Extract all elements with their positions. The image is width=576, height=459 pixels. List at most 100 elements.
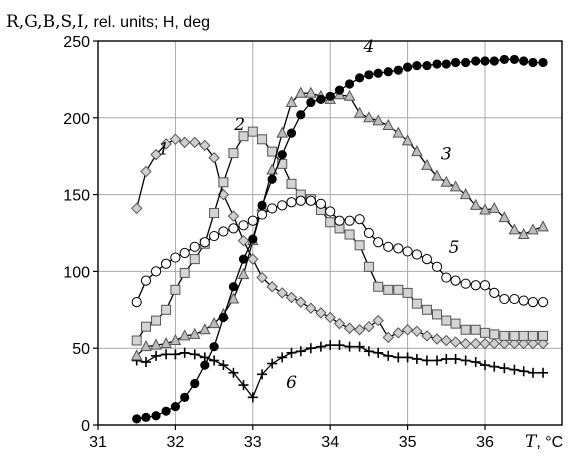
data-point <box>499 293 510 305</box>
data-point <box>257 134 268 145</box>
data-point <box>267 203 278 214</box>
data-point <box>344 229 355 240</box>
data-point <box>488 201 501 213</box>
data-point <box>315 307 327 319</box>
data-point <box>460 355 471 366</box>
x-tick-label: 34 <box>321 434 339 451</box>
data-point <box>189 241 200 252</box>
data-point <box>306 97 316 108</box>
data-point <box>382 118 395 130</box>
data-point <box>131 335 142 346</box>
data-point <box>315 341 326 352</box>
data-point <box>421 254 433 265</box>
data-point <box>189 349 200 360</box>
data-point <box>305 302 317 314</box>
data-point <box>538 330 549 341</box>
data-point <box>421 355 432 366</box>
data-point <box>519 56 529 66</box>
y-tick-label: 0 <box>81 418 90 435</box>
data-point <box>470 357 481 368</box>
data-point <box>160 337 172 349</box>
data-point <box>266 281 278 293</box>
data-point <box>527 367 538 378</box>
data-point <box>344 341 355 352</box>
series-1 <box>130 133 549 350</box>
data-point <box>363 111 375 123</box>
data-point <box>363 227 374 239</box>
data-point <box>528 57 538 68</box>
data-point <box>431 169 443 181</box>
curve-label-3: 3 <box>441 144 452 164</box>
data-point <box>150 338 162 350</box>
data-point <box>421 304 432 315</box>
series-4 <box>132 54 548 424</box>
data-point <box>285 95 298 107</box>
data-point <box>285 291 298 304</box>
data-point <box>489 329 500 340</box>
data-point <box>509 330 520 341</box>
data-point <box>316 94 326 104</box>
data-point <box>305 343 316 354</box>
data-point <box>355 73 365 83</box>
data-point <box>179 247 190 259</box>
data-point <box>373 281 384 292</box>
data-point <box>479 203 491 215</box>
data-point <box>450 57 461 68</box>
data-point <box>227 292 240 304</box>
data-point <box>228 282 239 292</box>
data-point <box>518 366 529 377</box>
data-point <box>498 337 511 350</box>
data-point <box>169 133 182 146</box>
data-point <box>256 209 268 220</box>
x-tick-label: 36 <box>476 434 494 451</box>
data-point <box>421 330 433 342</box>
data-point <box>509 364 520 375</box>
data-point <box>392 327 405 339</box>
data-point <box>470 324 481 335</box>
data-point <box>218 226 229 237</box>
data-point <box>188 327 201 339</box>
x-tick-label: 35 <box>399 434 417 451</box>
data-point <box>180 392 190 402</box>
data-point <box>517 337 530 350</box>
data-point <box>305 195 316 206</box>
data-point <box>218 360 229 371</box>
data-point <box>517 227 530 240</box>
y-axis-ticks: 0 50 100 150 200 250 <box>63 34 98 435</box>
data-point <box>441 59 451 69</box>
data-point <box>450 318 461 329</box>
data-point <box>315 198 327 209</box>
data-point <box>441 315 452 326</box>
data-point <box>228 148 239 159</box>
data-point <box>363 320 375 333</box>
data-point <box>421 158 433 170</box>
data-point <box>402 352 413 363</box>
data-point <box>509 293 520 305</box>
data-point <box>141 412 151 422</box>
data-point <box>441 353 452 364</box>
data-point <box>150 266 162 277</box>
data-point <box>470 337 482 350</box>
data-point <box>130 349 143 361</box>
data-point <box>480 327 490 338</box>
data-point <box>450 353 461 364</box>
data-point <box>178 136 191 149</box>
data-point <box>334 85 345 95</box>
data-point <box>130 202 143 215</box>
data-point <box>402 287 413 298</box>
data-point <box>267 358 278 369</box>
data-point <box>363 346 374 357</box>
data-point <box>160 138 172 150</box>
data-point <box>393 284 404 295</box>
data-point <box>373 347 384 358</box>
data-point <box>295 195 306 206</box>
data-point <box>257 200 267 210</box>
data-point <box>257 369 268 380</box>
data-point <box>353 324 366 336</box>
data-point <box>489 361 500 372</box>
data-point <box>200 360 210 370</box>
data-point <box>382 331 394 344</box>
data-point <box>199 139 211 152</box>
data-point <box>440 175 453 187</box>
data-point <box>209 208 220 219</box>
